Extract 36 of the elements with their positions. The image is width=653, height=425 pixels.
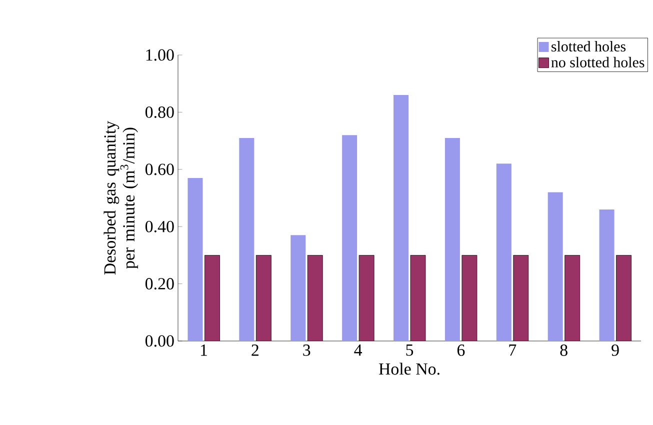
bar [444, 138, 460, 341]
x-tick-label: 1 [200, 344, 207, 356]
bar [496, 164, 512, 341]
bar [462, 255, 477, 341]
bar [239, 138, 254, 341]
x-tick-label: 2 [252, 344, 258, 356]
bar [394, 95, 409, 341]
bar [256, 255, 272, 341]
x-tick-label: 3 [303, 344, 310, 356]
x-axis-title: Hole No. [378, 362, 440, 375]
x-tick-label: 4 [354, 344, 362, 356]
bar [342, 135, 358, 341]
bar [308, 255, 323, 341]
y-tick-label: 0.80 [145, 106, 174, 118]
y-tick-label: 0.00 [145, 335, 174, 347]
bar [564, 255, 580, 341]
bar [599, 209, 614, 341]
bar [359, 255, 374, 341]
bar [410, 255, 426, 341]
y-tick-label: 0.60 [145, 164, 174, 176]
x-tick-label: 6 [457, 344, 465, 356]
x-tick-label: 7 [509, 344, 516, 356]
legend-label: no slotted holes [551, 56, 644, 68]
y-tick-label: 0.20 [145, 278, 174, 290]
legend-label: slotted holes [552, 41, 626, 52]
x-tick-label: 8 [560, 344, 568, 356]
bar [513, 255, 528, 341]
x-tick-label: 5 [406, 344, 414, 356]
y-tick-label: 1.00 [146, 49, 174, 61]
bar [290, 235, 306, 341]
bar [204, 255, 220, 341]
bar [548, 192, 563, 341]
bar [188, 178, 203, 341]
x-tick-label: 9 [612, 344, 619, 356]
y-tick-label: 0.40 [145, 220, 174, 232]
bar [616, 255, 632, 341]
